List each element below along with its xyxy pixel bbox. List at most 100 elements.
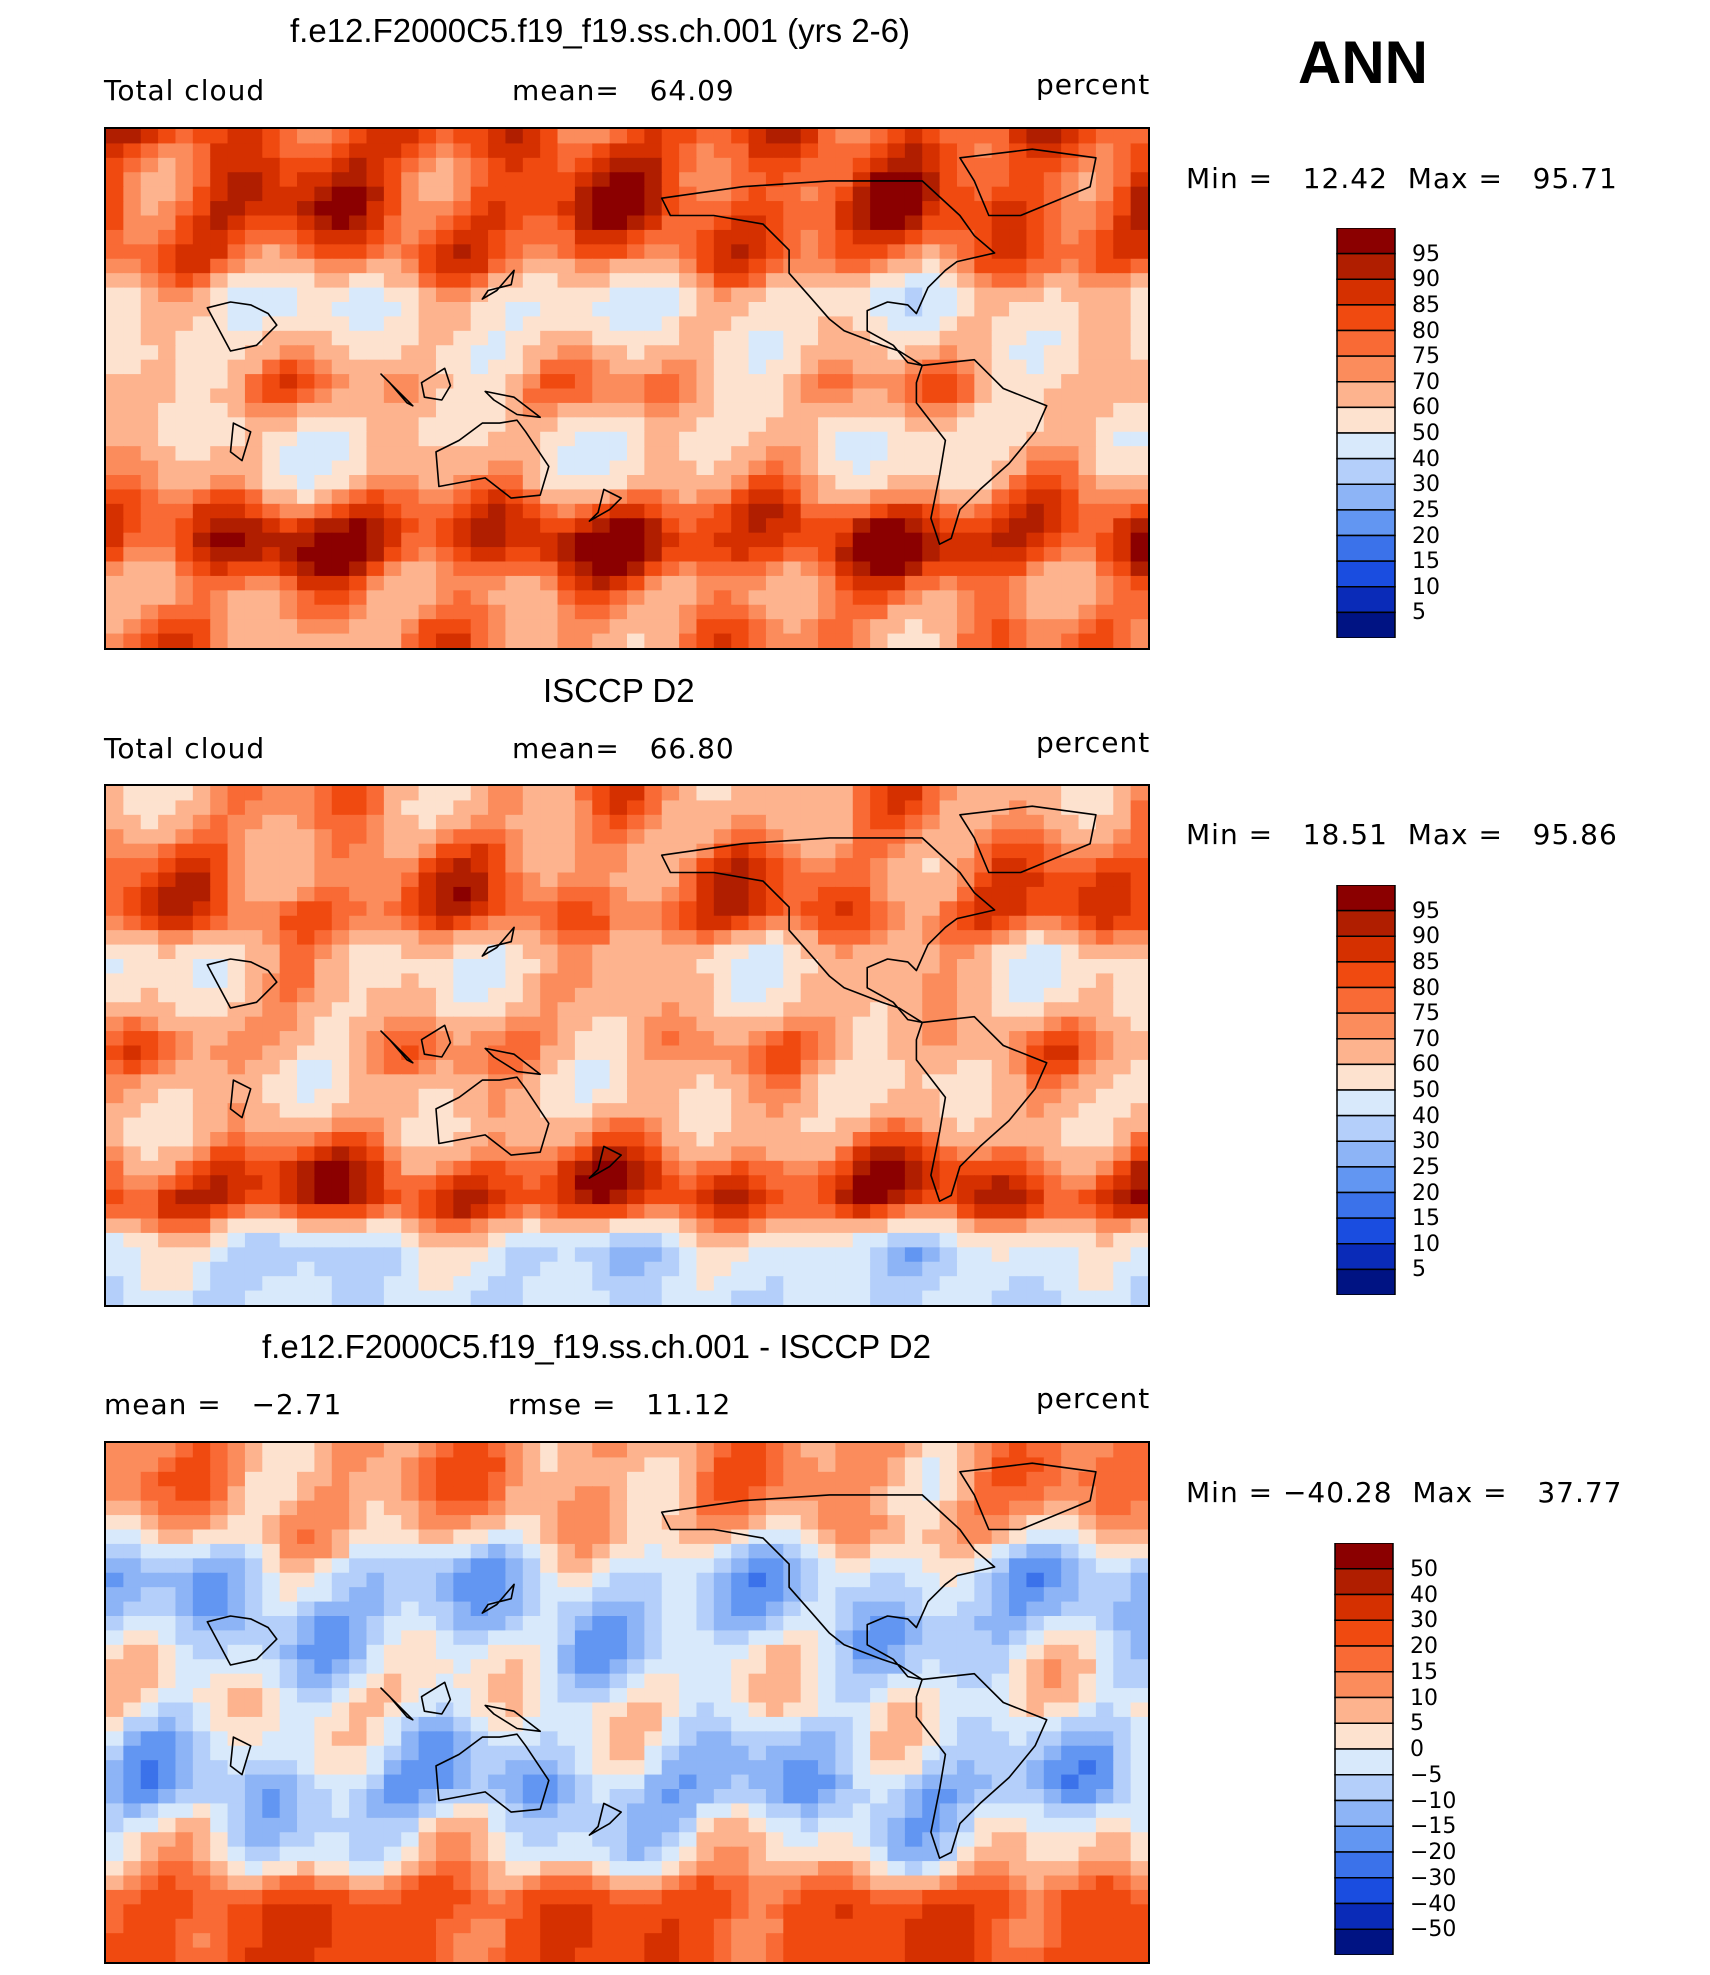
field-cell: [1043, 915, 1062, 931]
field-cell: [158, 1218, 177, 1234]
field-cell: [210, 1290, 229, 1305]
field-cell: [835, 575, 854, 591]
field-cell: [783, 431, 802, 447]
field-cell: [470, 345, 489, 361]
field-cell: [453, 1002, 472, 1018]
field-cell: [470, 1016, 489, 1032]
field-cell: [401, 1132, 420, 1148]
field-cell: [1130, 1500, 1148, 1516]
field-cell: [1095, 561, 1114, 577]
field-cell: [852, 359, 871, 375]
field-cell: [991, 1247, 1010, 1263]
field-cell: [1043, 287, 1062, 303]
field-cell: [279, 518, 298, 534]
field-cell: [262, 1016, 281, 1032]
field-cell: [262, 930, 281, 946]
field-cell: [887, 186, 906, 202]
field-cell: [192, 633, 211, 648]
field-cell: [765, 1189, 784, 1205]
field-cell: [244, 258, 263, 274]
field-cell: [453, 1074, 472, 1090]
field-cell: [383, 374, 402, 390]
field-cell: [401, 1218, 420, 1234]
field-cell: [192, 402, 211, 418]
field-cell: [435, 402, 454, 418]
field-cell: [870, 157, 889, 173]
field-cell: [158, 1558, 177, 1574]
field-cell: [366, 1558, 385, 1574]
field-cell: [852, 374, 871, 390]
field-cell: [661, 244, 680, 260]
field-cell: [192, 302, 211, 318]
field-cell: [297, 388, 315, 404]
field-cell: [765, 532, 784, 548]
field-cell: [1130, 1247, 1148, 1263]
field-cell: [1043, 1175, 1062, 1191]
field-cell: [991, 287, 1010, 303]
field-cell: [1078, 503, 1097, 519]
field-cell: [1113, 244, 1132, 260]
field-cell: [1095, 417, 1114, 433]
field-cell: [158, 843, 177, 859]
field-cell: [158, 129, 177, 145]
field-cell: [609, 287, 628, 303]
field-cell: [192, 959, 211, 975]
field-cell: [314, 1218, 333, 1234]
field-cell: [470, 258, 489, 274]
field-cell: [470, 575, 489, 591]
field-cell: [1009, 1074, 1028, 1090]
field-cell: [505, 886, 524, 902]
field-cell: [627, 1443, 645, 1459]
field-cell: [418, 1471, 437, 1487]
field-cell: [696, 388, 715, 404]
field-cell: [140, 489, 159, 505]
field-cell: [314, 547, 333, 563]
field-cell: [731, 858, 750, 874]
field-cell: [991, 489, 1010, 505]
field-cell: [349, 590, 368, 606]
field-cell: [661, 287, 680, 303]
field-cell: [383, 1218, 402, 1234]
field-cell: [783, 1016, 802, 1032]
field-cell: [627, 446, 645, 462]
field-cell: [818, 1261, 836, 1277]
field-cell: [592, 843, 611, 859]
field-cell: [366, 886, 385, 902]
field-cell: [800, 1486, 819, 1502]
field-cell: [349, 330, 368, 346]
field-cell: [158, 1443, 177, 1459]
field-cell: [366, 1016, 385, 1032]
field-cell: [366, 1500, 385, 1516]
field-cell: [922, 843, 941, 859]
field-cell: [418, 1088, 437, 1104]
field-cell: [418, 143, 437, 159]
field-cell: [262, 843, 281, 859]
field-cell: [1113, 316, 1132, 332]
field-cell: [418, 1500, 437, 1516]
field-cell: [592, 201, 611, 217]
field-cell: [262, 503, 281, 519]
field-cell: [106, 1500, 124, 1516]
field-cell: [505, 843, 524, 859]
field-cell: [922, 915, 941, 931]
field-cell: [939, 388, 958, 404]
field-cell: [627, 1543, 645, 1559]
field-cell: [1043, 1471, 1062, 1487]
field-cell: [505, 1247, 524, 1263]
field-cell: [192, 143, 211, 159]
field-cell: [349, 157, 368, 173]
field-cell: [904, 157, 923, 173]
field-cell: [418, 1016, 437, 1032]
field-cell: [696, 633, 715, 648]
field-cell: [870, 518, 889, 534]
field-cell: [123, 229, 142, 245]
field-cell: [1130, 843, 1148, 859]
field-cell: [106, 1074, 124, 1090]
field-cell: [522, 1088, 541, 1104]
field-cell: [661, 973, 680, 989]
field-cell: [592, 518, 611, 534]
field-cell: [435, 858, 454, 874]
field-cell: [974, 446, 993, 462]
field-cell: [800, 561, 819, 577]
field-cell: [991, 561, 1010, 577]
